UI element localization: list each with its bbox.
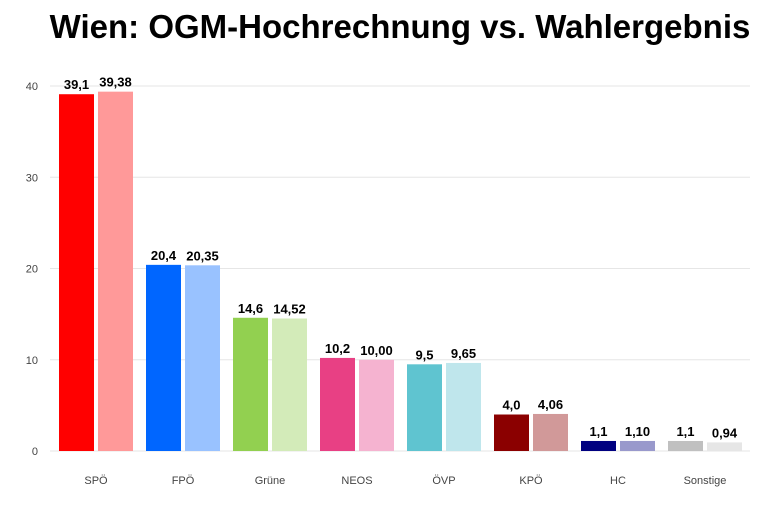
data-label: 1,10 [625,424,650,439]
bar [146,264,181,451]
data-label: 9,5 [415,347,433,362]
y-tick-label: 40 [26,81,38,93]
bar [620,440,655,451]
bars [59,91,742,452]
data-label: 14,6 [238,301,263,316]
x-tick-label: FPÖ [172,475,195,487]
bar [320,357,355,451]
y-tick-label: 10 [26,355,38,367]
chart-title: Wien: OGM-Hochrechnung vs. Wahlergebnis [49,8,751,45]
data-label: 1,1 [676,424,694,439]
bar [359,359,394,451]
bar [494,414,529,451]
x-tick-label: ÖVP [432,475,455,487]
data-label: 14,52 [273,302,306,317]
data-label: 4,0 [502,398,520,413]
data-label: 10,2 [325,341,350,356]
data-label: 9,65 [451,346,476,361]
bar [59,94,94,452]
x-tick-label: HC [610,475,626,487]
data-label: 10,00 [360,343,393,358]
bar [581,440,616,451]
data-label: 39,38 [99,75,132,90]
bar [446,362,481,451]
x-tick-label: NEOS [341,475,372,487]
bar [407,364,442,451]
bar [668,440,703,451]
y-tick-label: 30 [26,172,38,184]
data-label: 20,35 [186,248,219,263]
bar [233,317,268,451]
x-axis: SPÖ FPÖ Grüne NEOS ÖVP KPÖ HC Sonstige [84,475,726,487]
bar [533,413,568,451]
data-label: 1,1 [589,424,607,439]
data-label: 0,94 [712,425,738,440]
value-labels: 39,1 39,38 20,4 20,35 14,6 14,52 10,2 10,00 9,5 9… [64,75,738,441]
data-label: 4,06 [538,397,563,412]
x-tick-label: Sonstige [684,475,727,487]
y-tick-label: 20 [26,264,38,276]
x-tick-label: Grüne [255,475,286,487]
y-tick-label: 0 [32,446,38,458]
data-label: 20,4 [151,248,177,263]
bar [98,91,133,451]
y-axis: 0 10 20 30 40 [26,81,38,458]
bar [707,442,742,451]
bar [272,318,307,451]
x-tick-label: KPÖ [519,475,543,487]
bar [185,265,220,451]
x-tick-label: SPÖ [84,475,108,487]
data-label: 39,1 [64,77,89,92]
